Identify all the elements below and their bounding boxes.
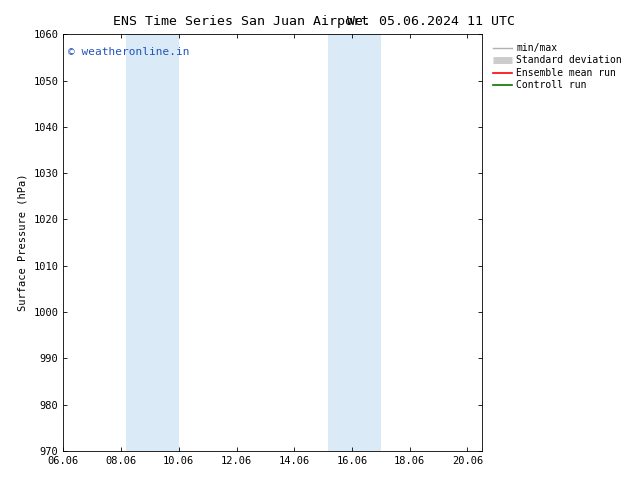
Legend: min/max, Standard deviation, Ensemble mean run, Controll run: min/max, Standard deviation, Ensemble me… xyxy=(489,39,626,94)
Text: ENS Time Series San Juan Airport: ENS Time Series San Juan Airport xyxy=(113,15,369,28)
Text: We. 05.06.2024 11 UTC: We. 05.06.2024 11 UTC xyxy=(347,15,515,28)
Y-axis label: Surface Pressure (hPa): Surface Pressure (hPa) xyxy=(18,174,28,311)
Bar xyxy=(126,34,179,451)
Bar xyxy=(328,34,381,451)
Text: © weatheronline.in: © weatheronline.in xyxy=(68,47,189,57)
